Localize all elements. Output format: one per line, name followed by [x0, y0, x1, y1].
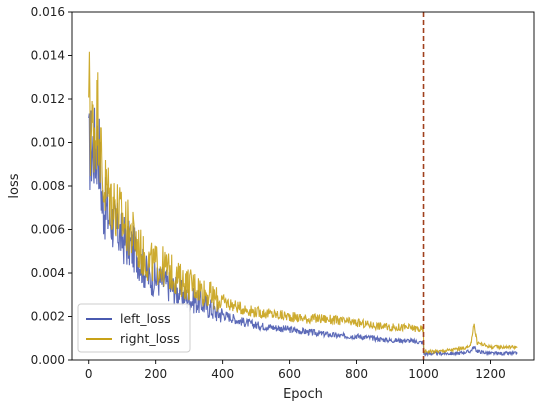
x-tick-label: 400 — [211, 367, 234, 381]
y-axis-label: loss — [7, 173, 22, 198]
axes: 0 200 400 600 800 1000 1200 0.000 0.002 0.004 0.00… — [31, 5, 535, 381]
x-tick-label: 200 — [144, 367, 167, 381]
series-line-right-loss — [88, 51, 518, 355]
y-tick-label: 0.010 — [31, 136, 65, 150]
x-tick-label: 1000 — [408, 367, 439, 381]
y-tick-label: 0.004 — [31, 266, 65, 280]
x-tick-label: 600 — [278, 367, 301, 381]
y-tick-label: 0.000 — [31, 353, 65, 367]
legend-label-right-loss: right_loss — [120, 331, 180, 346]
x-tick-label: 800 — [345, 367, 368, 381]
x-tick-label: 0 — [85, 367, 93, 381]
legend: left_loss right_loss — [77, 303, 191, 353]
y-tick-label: 0.012 — [31, 92, 65, 106]
legend-label-left-loss: left_loss — [120, 311, 171, 326]
y-tick-label: 0.002 — [31, 310, 65, 324]
y-tick-label: 0.014 — [31, 49, 65, 63]
x-tick-label: 1200 — [475, 367, 506, 381]
y-tick-label: 0.016 — [31, 5, 65, 19]
plot-area — [88, 12, 518, 360]
x-axis-label: Epoch — [283, 387, 323, 402]
y-tick-label: 0.006 — [31, 223, 65, 237]
y-tick-label: 0.008 — [31, 179, 65, 193]
